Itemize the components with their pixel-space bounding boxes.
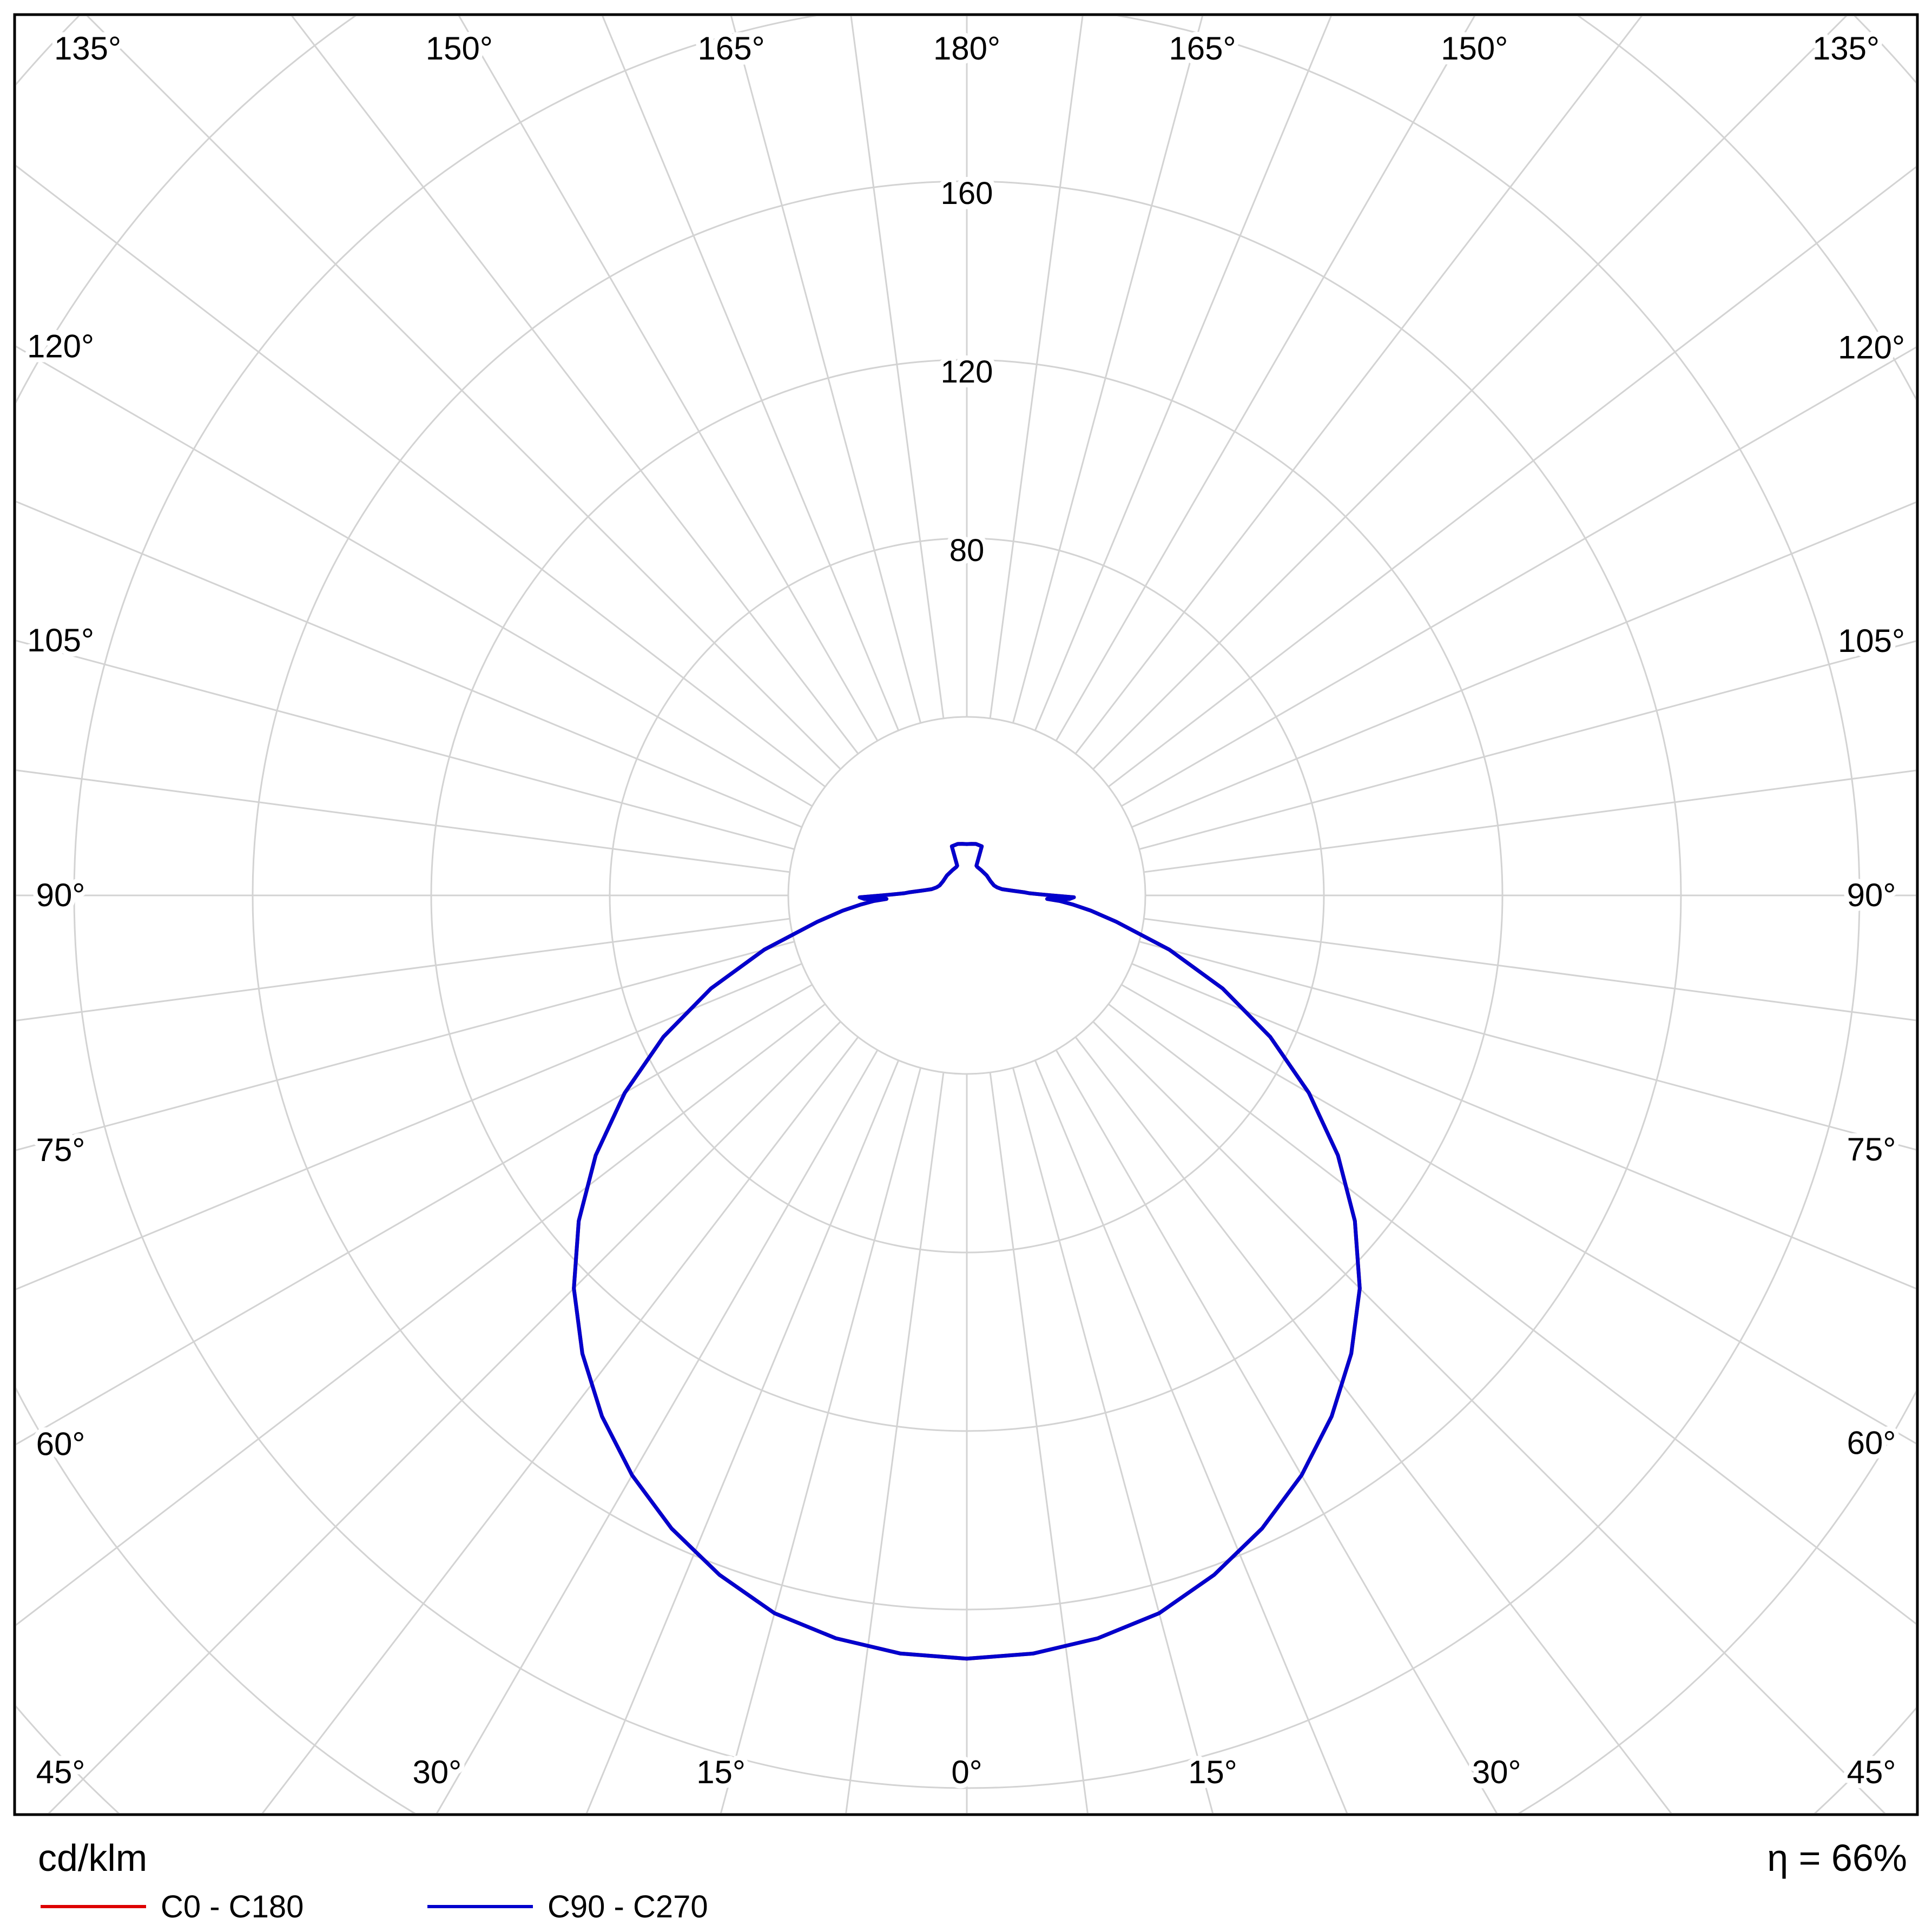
axis-labels: 80 120 160 0° 15° 15° 30° 30° 45° 45° 60° 60° 75° 75°… <box>22 25 1910 1795</box>
angle-label: 165° <box>1169 30 1236 67</box>
radial-tick-label: 120 <box>941 354 993 390</box>
intensity-curves <box>572 842 1362 1661</box>
angle-label: 120° <box>27 328 94 365</box>
grid-ray <box>1034 1060 1348 1813</box>
grid-ray <box>1139 640 1916 850</box>
grid-ray <box>291 16 859 755</box>
plot-frame <box>13 13 1919 1816</box>
angle-label: 135° <box>1812 30 1880 67</box>
angle-label: 90° <box>1847 877 1896 913</box>
grid-ray <box>48 1021 841 1813</box>
angle-label: 30° <box>412 1754 461 1790</box>
grid-ray <box>458 16 879 741</box>
angle-label: 30° <box>1472 1754 1521 1790</box>
grid-ray <box>1143 918 1916 1021</box>
grid-ray <box>16 962 802 1290</box>
angle-label: 60° <box>36 1426 85 1462</box>
grid-ray <box>1012 16 1203 723</box>
legend-label-0: C0 - C180 <box>161 1889 304 1924</box>
grid-ray <box>850 16 945 719</box>
grid-ray <box>1143 769 1916 873</box>
grid-ray <box>16 500 802 828</box>
grid-ray <box>16 940 795 1151</box>
angle-label: 180° <box>933 30 1000 67</box>
angle-label: 105° <box>27 622 94 658</box>
grid-ray <box>1074 1036 1672 1813</box>
angle-label: 165° <box>698 30 765 67</box>
curve-c90-c270 <box>572 842 1362 1661</box>
legend: C0 - C180 C90 - C270 <box>41 1889 708 1924</box>
angle-label: 45° <box>1847 1754 1896 1790</box>
grid-ray <box>720 1067 922 1813</box>
grid-ray <box>1092 1021 1886 1813</box>
grid-ray <box>1107 1003 1916 1625</box>
grid-ray <box>1139 940 1916 1151</box>
angle-label: 15° <box>1188 1754 1237 1790</box>
angle-label: 75° <box>36 1132 85 1168</box>
angle-label: 15° <box>696 1754 746 1790</box>
grid-ray <box>261 1036 859 1813</box>
grid-ray <box>436 1050 879 1813</box>
angle-label: 150° <box>426 30 493 67</box>
legend-label-1: C90 - C270 <box>548 1889 708 1924</box>
angle-label: 105° <box>1838 623 1905 659</box>
grid-ray <box>16 1003 826 1626</box>
grid-ray <box>585 1060 900 1813</box>
angle-label: 135° <box>54 30 121 67</box>
grid-ray <box>989 16 1084 719</box>
grid-ray <box>1107 166 1916 788</box>
radial-tick-label: 160 <box>941 176 993 211</box>
radial-tick-label: 80 <box>949 533 985 568</box>
grid-ray <box>1034 16 1332 731</box>
grid-ray <box>1121 984 1916 1445</box>
angle-label: 90° <box>36 877 85 913</box>
grid-ray <box>86 16 841 770</box>
units-label: cd/klm <box>38 1837 147 1879</box>
grid-ray <box>602 16 900 731</box>
grid-ray <box>1055 1050 1498 1813</box>
grid-ray <box>16 639 795 850</box>
grid-ray <box>16 918 790 1021</box>
grid-ray <box>16 345 813 807</box>
grid-ray <box>1131 501 1916 828</box>
grid-ray <box>1012 1067 1214 1813</box>
angle-label: 150° <box>1441 30 1508 67</box>
grid-ray <box>1131 962 1916 1290</box>
efficiency-label: η = 66% <box>1767 1837 1907 1879</box>
grid-ray <box>1092 16 1848 770</box>
grid-ray <box>16 164 826 788</box>
grid-ray <box>1055 16 1475 741</box>
grid-ray <box>16 984 813 1446</box>
grid-ray <box>1074 16 1643 755</box>
angle-label: 75° <box>1847 1131 1896 1168</box>
angle-label: 120° <box>1838 329 1905 365</box>
angle-label: 60° <box>1847 1425 1896 1461</box>
grid-ray <box>1121 346 1916 807</box>
grid-ray <box>16 769 790 873</box>
grid-ray <box>730 16 922 723</box>
angle-label: 45° <box>36 1754 85 1790</box>
angle-label: 0° <box>951 1754 982 1790</box>
